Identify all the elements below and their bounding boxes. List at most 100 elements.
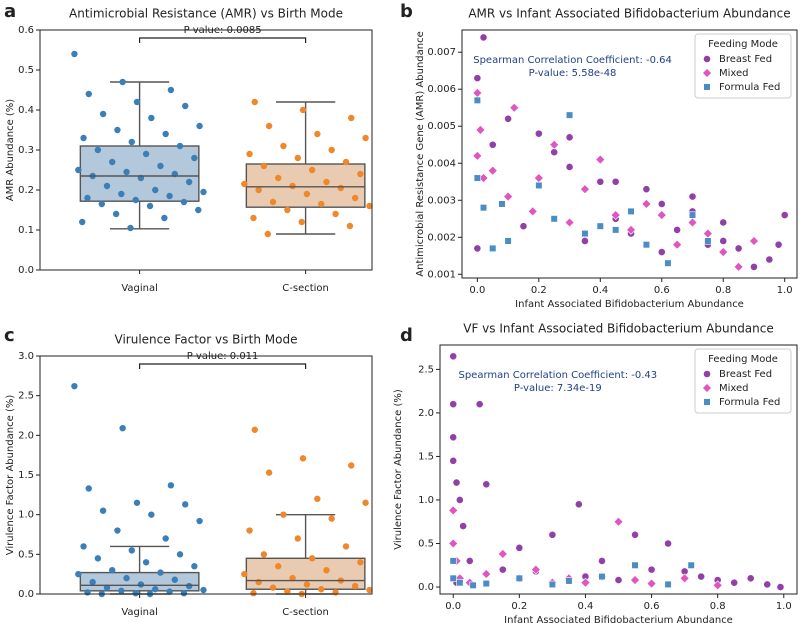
y-tick-label: 1.0: [418, 495, 434, 506]
y-tick-label: 0.004: [427, 158, 456, 169]
point: [475, 400, 484, 409]
point: [137, 581, 145, 588]
point: [328, 146, 335, 154]
point: [595, 154, 606, 165]
point: [148, 114, 155, 122]
point: [89, 578, 96, 586]
point: [672, 239, 683, 250]
point: [294, 154, 301, 162]
point: [119, 78, 126, 86]
point: [314, 130, 321, 138]
point: [549, 139, 560, 150]
point: [342, 543, 350, 550]
point: [182, 501, 189, 508]
point: [489, 244, 497, 252]
legend-label: Mixed: [719, 383, 749, 394]
bracket: [139, 363, 307, 369]
point: [719, 237, 728, 245]
y-axis-label: Antimicrobial Resistance Gene (AMR) Abun…: [415, 31, 426, 276]
point: [473, 174, 481, 182]
point: [498, 200, 506, 208]
annotation: Spearman Correlation Coefficient: -0.43: [458, 370, 657, 381]
point: [112, 210, 120, 218]
point: [308, 555, 316, 562]
point: [598, 557, 606, 565]
point: [580, 184, 590, 195]
point: [564, 217, 575, 228]
point: [241, 570, 248, 578]
panel-letter: c: [4, 325, 15, 346]
y-tick-label: 0.006: [427, 84, 456, 95]
y-tick-label: 3.0: [18, 351, 34, 362]
point: [641, 199, 652, 209]
y-tick-label: 0.0: [18, 589, 34, 600]
point: [132, 590, 139, 597]
point: [75, 570, 82, 578]
point: [504, 114, 513, 123]
point: [657, 248, 666, 256]
point: [527, 206, 538, 217]
y-tick-label: 0.007: [427, 47, 456, 58]
point: [284, 588, 291, 595]
chart-title: VF vs Infant Associated Bifidobacterium …: [463, 322, 774, 336]
point: [697, 572, 706, 581]
point: [673, 225, 682, 234]
point: [550, 215, 558, 223]
x-tick-label: 0.0: [445, 601, 461, 612]
y-tick-label: 0.0: [418, 582, 434, 593]
point: [123, 168, 130, 176]
point: [664, 539, 672, 548]
x-tick-label: 0.6: [644, 601, 660, 612]
point: [128, 138, 135, 146]
point: [152, 586, 159, 593]
point: [142, 150, 150, 158]
point: [109, 158, 116, 166]
point: [298, 218, 305, 226]
point: [357, 170, 364, 178]
point: [269, 584, 277, 591]
point: [614, 576, 623, 584]
y-tick-label: 0.005: [427, 121, 456, 132]
y-tick-label: 0.001: [427, 269, 456, 280]
point: [733, 261, 744, 272]
point: [565, 111, 574, 119]
point: [596, 177, 605, 186]
point: [688, 192, 697, 201]
legend-marker: [702, 383, 712, 393]
x-tick-label: 0.2: [531, 285, 547, 296]
point: [200, 586, 207, 594]
point: [123, 574, 130, 582]
point: [611, 177, 620, 186]
x-tick-label: 0.0: [469, 285, 485, 296]
point: [328, 515, 335, 522]
point: [250, 214, 257, 222]
point: [679, 573, 690, 584]
y-tick-label: 0.2: [18, 185, 34, 196]
point: [465, 557, 474, 565]
point: [774, 240, 783, 249]
x-tick-label: Vaginal: [121, 607, 158, 618]
x-tick-label: 0.4: [577, 601, 593, 612]
point: [488, 140, 497, 149]
point: [98, 200, 105, 208]
point: [750, 262, 758, 271]
legend-box: [694, 33, 792, 99]
point: [642, 185, 651, 194]
point: [250, 590, 257, 597]
point: [275, 174, 282, 182]
point: [289, 182, 296, 190]
point: [763, 580, 772, 589]
legend-title: Feeding Mode: [708, 354, 778, 365]
point: [704, 237, 712, 245]
point: [133, 98, 141, 106]
point: [303, 190, 311, 198]
point: [180, 590, 188, 597]
point: [99, 507, 107, 514]
y-tick-label: 0.002: [427, 232, 456, 243]
point: [357, 559, 364, 566]
point: [646, 578, 657, 589]
point: [318, 586, 325, 593]
point: [626, 224, 636, 235]
